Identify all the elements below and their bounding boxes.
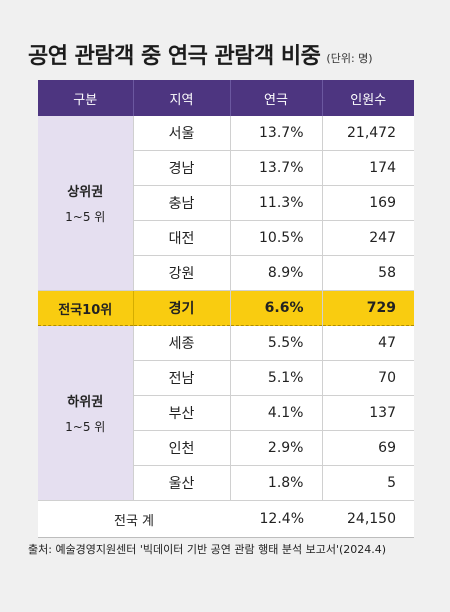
highlight-row: 전국10위 경기 6.6% 729	[38, 290, 414, 326]
count-cell: 5	[322, 465, 414, 501]
source-note: 출처: 예술경영지원센터 '빅데이터 기반 공연 관람 행태 분석 보고서'(2…	[28, 543, 387, 556]
group-upper: 상위권 1~5 위	[38, 116, 134, 291]
share-cell: 5.5%	[230, 325, 323, 361]
total-label: 전국 계	[38, 500, 230, 538]
share-cell: 2.9%	[230, 430, 323, 466]
highlight-count: 729	[322, 290, 414, 326]
share-cell: 11.3%	[230, 185, 323, 221]
table-row: 하위권 1~5 위 세종 5.5% 47	[38, 325, 414, 501]
title-row: 공연 관람객 중 연극 관람객 비중 (단위: 명)	[28, 34, 428, 70]
table-row: 부산 4.1% 137	[38, 395, 414, 431]
unit-note: (단위: 명)	[326, 52, 373, 65]
region-cell: 충남	[133, 185, 231, 221]
group-lower-title: 하위권	[67, 395, 104, 410]
count-cell: 137	[322, 395, 414, 431]
highlight-region: 경기	[133, 290, 231, 326]
header-region: 지역	[133, 80, 231, 116]
count-cell: 58	[322, 255, 414, 291]
region-cell: 강원	[133, 255, 231, 291]
share-cell: 10.5%	[230, 220, 323, 256]
count-cell: 247	[322, 220, 414, 256]
table-row: 전남 5.1% 70	[38, 360, 414, 396]
share-cell: 8.9%	[230, 255, 323, 291]
group-upper-title: 상위권	[67, 185, 104, 200]
count-cell: 47	[322, 325, 414, 361]
total-count: 24,150	[322, 500, 414, 538]
table-row: 충남 11.3% 169	[38, 185, 414, 221]
table-row: 대전 10.5% 247	[38, 220, 414, 256]
table-row: 강원 8.9% 58	[38, 255, 414, 291]
count-cell: 21,472	[322, 116, 414, 151]
group-lower-sub: 1~5 위	[65, 420, 106, 434]
region-cell: 서울	[133, 116, 231, 151]
region-cell: 대전	[133, 220, 231, 256]
count-cell: 169	[322, 185, 414, 221]
table-row: 울산 1.8% 5	[38, 465, 414, 501]
share-cell: 5.1%	[230, 360, 323, 396]
region-cell: 부산	[133, 395, 231, 431]
group-lower: 하위권 1~5 위	[38, 325, 134, 501]
header-theater-share: 연극	[230, 80, 323, 116]
total-share: 12.4%	[230, 500, 322, 538]
share-cell: 1.8%	[230, 465, 323, 501]
header-count: 인원수	[322, 80, 414, 116]
share-cell: 13.7%	[230, 116, 323, 151]
table-header-row: 구분 지역 연극 인원수	[38, 80, 414, 116]
theater-share-table: 구분 지역 연극 인원수 상위권 1~5 위 서울 13.7% 21,472 경…	[38, 80, 414, 538]
group-upper-sub: 1~5 위	[65, 210, 106, 224]
region-cell: 세종	[133, 325, 231, 361]
count-cell: 174	[322, 150, 414, 186]
region-cell: 전남	[133, 360, 231, 396]
count-cell: 69	[322, 430, 414, 466]
header-category: 구분	[38, 80, 134, 116]
region-cell: 울산	[133, 465, 231, 501]
region-cell: 인천	[133, 430, 231, 466]
page-title: 공연 관람객 중 연극 관람객 비중	[28, 44, 321, 69]
count-cell: 70	[322, 360, 414, 396]
total-row: 전국 계 12.4% 24,150	[38, 500, 414, 538]
highlight-share: 6.6%	[230, 290, 323, 326]
share-cell: 13.7%	[230, 150, 323, 186]
share-cell: 4.1%	[230, 395, 323, 431]
region-cell: 경남	[133, 150, 231, 186]
table-row: 인천 2.9% 69	[38, 430, 414, 466]
table-row: 상위권 1~5 위 서울 13.7% 21,472	[38, 116, 414, 291]
highlight-rank: 전국10위	[38, 290, 134, 326]
table-row: 경남 13.7% 174	[38, 150, 414, 186]
